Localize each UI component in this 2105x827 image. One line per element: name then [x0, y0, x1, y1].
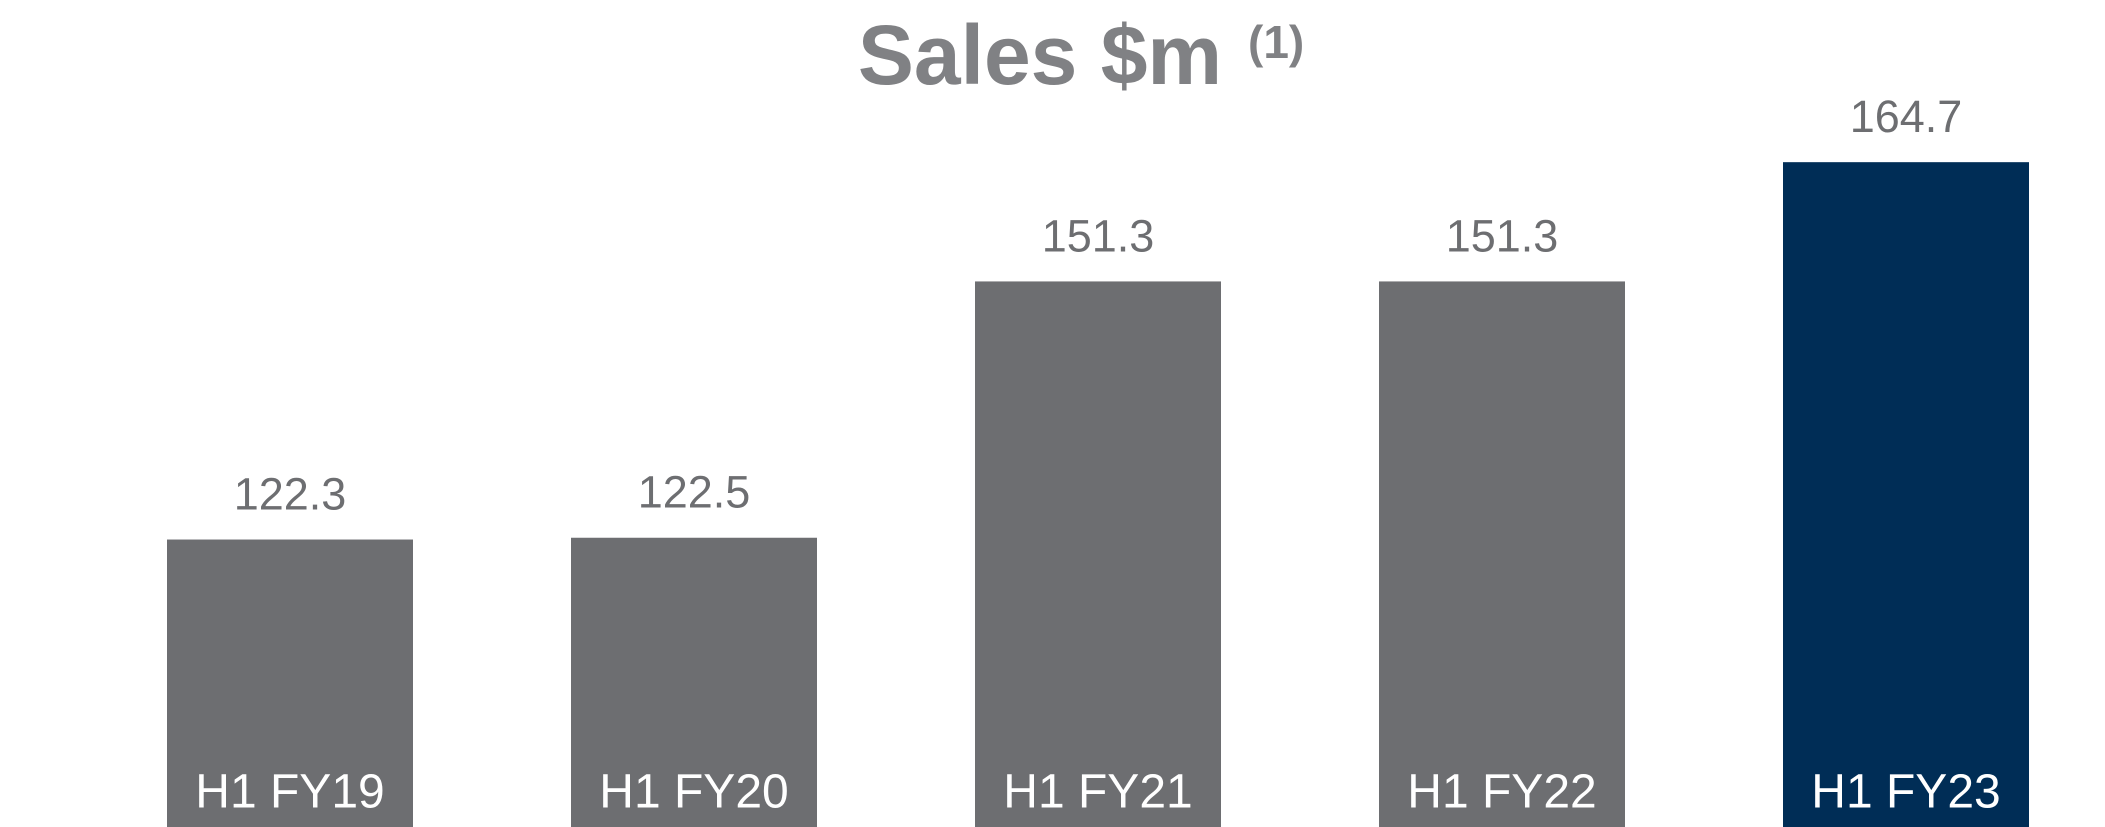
value-label: 122.5: [638, 467, 751, 518]
bar: [167, 539, 413, 827]
category-label: H1 FY21: [1003, 766, 1192, 819]
category-label: H1 FY19: [195, 766, 384, 819]
bar: [1783, 162, 2029, 827]
chart-title: Sales $m: [858, 8, 1222, 102]
value-label: 122.3: [234, 468, 347, 519]
category-label: H1 FY22: [1407, 766, 1596, 819]
value-label: 151.3: [1446, 210, 1559, 261]
bar: [1379, 281, 1625, 827]
bar: [571, 537, 817, 827]
category-label: H1 FY23: [1811, 766, 2000, 819]
value-label: 164.7: [1850, 91, 1963, 142]
bar: [975, 281, 1221, 827]
title-note: (1): [1248, 16, 1304, 68]
value-label: 151.3: [1042, 210, 1155, 261]
category-label: H1 FY20: [599, 766, 788, 819]
